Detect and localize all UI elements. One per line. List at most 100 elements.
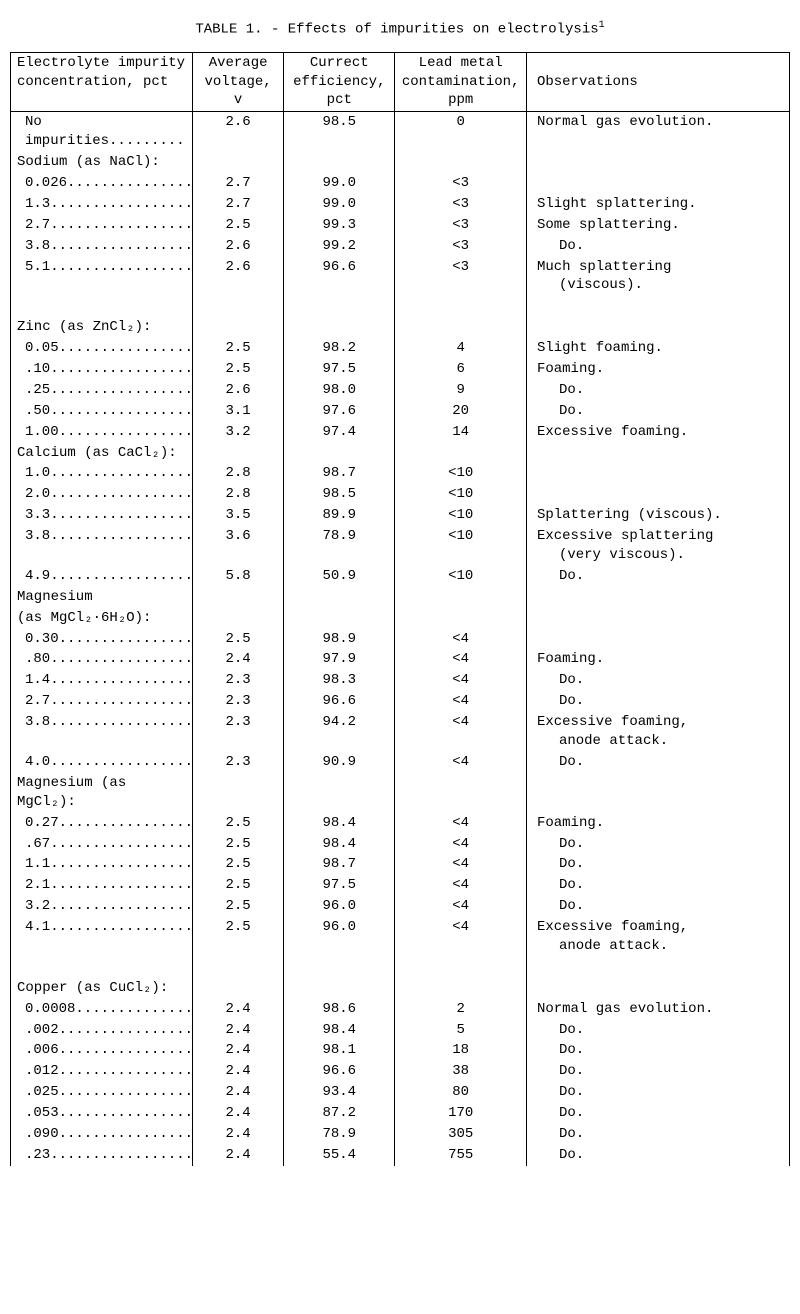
blank-cell bbox=[11, 296, 193, 317]
cell-text: 14 bbox=[452, 424, 469, 440]
contamination-cell: <4 bbox=[395, 691, 527, 712]
table-row: Sodium (as NaCl): bbox=[11, 152, 790, 173]
table-row: .006................2.498.118Do. bbox=[11, 1040, 790, 1061]
table-row: 3.8.................3.678.9<10Excessive … bbox=[11, 526, 790, 566]
efficiency-cell: 98.7 bbox=[284, 854, 395, 875]
efficiency-cell bbox=[284, 773, 395, 813]
cell-text: 4.1................. bbox=[25, 919, 193, 935]
cell-text: 20 bbox=[452, 403, 469, 419]
observations-cell: Slight foaming. bbox=[526, 338, 789, 359]
cell-text: Zinc (as ZnCl₂): bbox=[17, 319, 151, 335]
cell-text: Do. bbox=[537, 1063, 584, 1079]
cell-text: 2.1................. bbox=[25, 877, 193, 893]
title-prefix: TABLE 1. - bbox=[195, 22, 287, 38]
table-title: TABLE 1. - Effects of impurities on elec… bbox=[10, 20, 790, 38]
cell-text: Excessive foaming. bbox=[537, 424, 688, 440]
cell-text: 97.6 bbox=[322, 403, 356, 419]
cell-text: .006................ bbox=[25, 1042, 193, 1058]
cell-text: 98.6 bbox=[322, 1001, 356, 1017]
cell-text: Do. bbox=[537, 1126, 584, 1142]
efficiency-cell: 94.2 bbox=[284, 712, 395, 752]
cell-text: Do. bbox=[537, 1042, 584, 1058]
voltage-cell: 2.4 bbox=[193, 999, 284, 1020]
voltage-cell: 2.3 bbox=[193, 670, 284, 691]
cell-text: Copper (as CuCl₂): bbox=[17, 980, 168, 996]
impurity-cell: 3.8................. bbox=[11, 712, 193, 752]
impurity-cell: .025................ bbox=[11, 1082, 193, 1103]
contamination-cell bbox=[395, 152, 527, 173]
contamination-cell: 6 bbox=[395, 359, 527, 380]
contamination-cell: <4 bbox=[395, 896, 527, 917]
observations-cell: Excessive foaming. bbox=[526, 422, 789, 443]
cell-text: 5.8 bbox=[226, 568, 251, 584]
impurity-cell: No impurities......... bbox=[11, 112, 193, 152]
cell-text: Magnesium (as MgCl₂): bbox=[17, 775, 126, 810]
table-row: 0.0008..............2.498.62Normal gas e… bbox=[11, 999, 790, 1020]
cell-text: .012................ bbox=[25, 1063, 193, 1079]
cell-text: 170 bbox=[448, 1105, 473, 1121]
cell-text: Foaming. bbox=[537, 361, 604, 377]
contamination-cell: <4 bbox=[395, 917, 527, 957]
impurity-cell: .006................ bbox=[11, 1040, 193, 1061]
observations-cell bbox=[526, 317, 789, 338]
col-header-contamination: Lead metal contamination, ppm bbox=[395, 52, 527, 112]
cell-text: Normal gas evolution. bbox=[537, 1001, 713, 1017]
contamination-cell: 0 bbox=[395, 112, 527, 152]
observations-cell: Do. bbox=[526, 834, 789, 855]
table-row: (as MgCl₂·6H₂O): bbox=[11, 608, 790, 629]
impurity-cell: .50................. bbox=[11, 401, 193, 422]
efficiency-cell: 78.9 bbox=[284, 1124, 395, 1145]
col-header-text: Currect bbox=[290, 54, 388, 73]
table-row bbox=[11, 957, 790, 978]
cell-text: 55.4 bbox=[322, 1147, 356, 1163]
cell-text-line2: anode attack. bbox=[537, 937, 783, 956]
observations-cell: Do. bbox=[526, 670, 789, 691]
cell-text: <3 bbox=[452, 259, 469, 275]
cell-text: <4 bbox=[452, 714, 469, 730]
cell-text: Splattering (viscous). bbox=[537, 507, 722, 523]
cell-text: 1.4................. bbox=[25, 672, 193, 688]
voltage-cell: 2.8 bbox=[193, 463, 284, 484]
contamination-cell bbox=[395, 587, 527, 608]
cell-text: 98.1 bbox=[322, 1042, 356, 1058]
cell-text: 2.8 bbox=[226, 486, 251, 502]
table-row: 3.3.................3.589.9<10Splatterin… bbox=[11, 505, 790, 526]
cell-text: 0.30................ bbox=[25, 631, 193, 647]
voltage-cell: 2.5 bbox=[193, 896, 284, 917]
impurity-cell: 0.30................ bbox=[11, 629, 193, 650]
cell-text: 4 bbox=[456, 340, 464, 356]
efficiency-cell: 99.2 bbox=[284, 236, 395, 257]
cell-text: 93.4 bbox=[322, 1084, 356, 1100]
observations-cell: Do. bbox=[526, 566, 789, 587]
efficiency-cell: 98.9 bbox=[284, 629, 395, 650]
cell-text: Some splattering. bbox=[537, 217, 680, 233]
cell-text: 98.0 bbox=[322, 382, 356, 398]
impurity-cell: 3.8................. bbox=[11, 236, 193, 257]
efficiency-cell: 97.5 bbox=[284, 875, 395, 896]
voltage-cell bbox=[193, 587, 284, 608]
cell-text: .090................ bbox=[25, 1126, 193, 1142]
observations-cell bbox=[526, 173, 789, 194]
table-row: .012................2.496.638Do. bbox=[11, 1061, 790, 1082]
cell-text: <4 bbox=[452, 815, 469, 831]
group-header-cell: (as MgCl₂·6H₂O): bbox=[11, 608, 193, 629]
voltage-cell: 2.4 bbox=[193, 1082, 284, 1103]
col-header-text: ppm bbox=[401, 91, 520, 110]
cell-text: 2.5 bbox=[226, 898, 251, 914]
efficiency-cell: 96.0 bbox=[284, 896, 395, 917]
cell-text: 4.0................. bbox=[25, 754, 193, 770]
cell-text: 755 bbox=[448, 1147, 473, 1163]
contamination-cell: 170 bbox=[395, 1103, 527, 1124]
cell-text: 2.3 bbox=[226, 693, 251, 709]
cell-text: No impurities......... bbox=[25, 114, 185, 149]
cell-text: 2.3 bbox=[226, 672, 251, 688]
table-row: 1.1.................2.598.7<4Do. bbox=[11, 854, 790, 875]
impurity-cell: 0.026............... bbox=[11, 173, 193, 194]
cell-text: 2.6 bbox=[226, 382, 251, 398]
cell-text: 96.6 bbox=[322, 259, 356, 275]
efficiency-cell: 98.5 bbox=[284, 112, 395, 152]
blank-cell bbox=[395, 296, 527, 317]
col-header-text: Observations bbox=[537, 73, 783, 92]
table-row: .25.................2.698.09Do. bbox=[11, 380, 790, 401]
table-row: No impurities.........2.698.50Normal gas… bbox=[11, 112, 790, 152]
